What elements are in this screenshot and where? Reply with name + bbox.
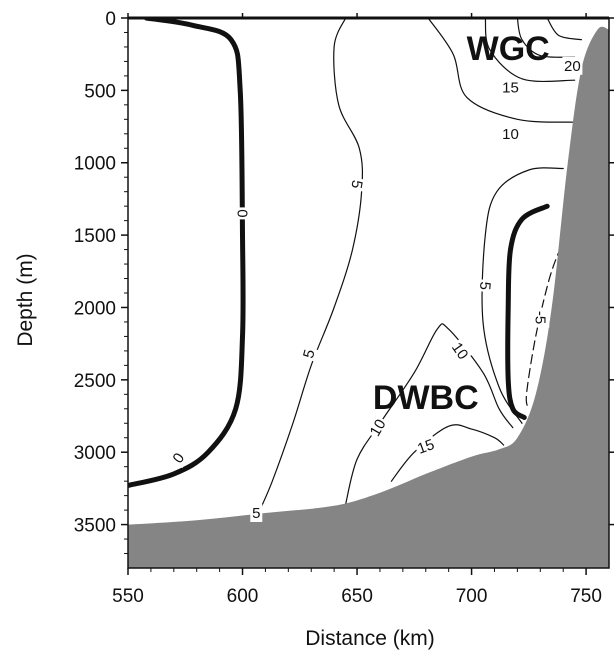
contour-label-text: 0 xyxy=(234,209,251,217)
contour-label-text: -5 xyxy=(531,311,548,324)
bathymetry-fill xyxy=(128,26,609,568)
y-tick-label: 1500 xyxy=(74,226,116,247)
contour-layer xyxy=(128,18,583,514)
y-tick-label: 2500 xyxy=(74,371,116,392)
contour-label: 10 xyxy=(446,337,474,365)
x-tick-label: 600 xyxy=(227,586,259,607)
contour-label: 15 xyxy=(500,78,521,97)
contour-label-text: 10 xyxy=(448,339,471,362)
x-tick-label: 700 xyxy=(456,586,488,607)
contour-label: 10 xyxy=(500,124,521,143)
contour-line-0 xyxy=(505,203,550,420)
contour-label-layer: 0 0 5 5 5 10 15 20 10 10 15 5 -5 xyxy=(167,56,583,522)
y-tick-label: 2000 xyxy=(74,298,116,319)
contour-line-5 xyxy=(481,167,564,424)
contour-label-text: 10 xyxy=(502,126,519,143)
annotation-wgc: WGC xyxy=(467,30,550,68)
contour-label: 5 xyxy=(475,279,495,293)
annotation-dwbc: DWBC xyxy=(373,379,479,417)
contour-label: 0 xyxy=(233,207,252,220)
x-axis-title: Distance (km) xyxy=(305,627,435,650)
contour-label-text: 15 xyxy=(502,80,519,97)
y-tick-label: 0 xyxy=(105,9,116,30)
contour-label-text: 5 xyxy=(476,281,494,291)
y-tick-label: 1000 xyxy=(74,154,116,175)
contour-label: 10 xyxy=(364,414,391,441)
x-tick-label: 550 xyxy=(112,586,144,607)
contour-label: 0 xyxy=(167,447,190,469)
contour-line-5 xyxy=(258,18,364,514)
bathymetry-layer xyxy=(128,26,609,568)
contour-line-20 xyxy=(516,18,576,58)
contour-line-15 xyxy=(390,424,505,482)
contour-line-25 xyxy=(546,18,583,41)
contour-line-10 xyxy=(427,18,576,123)
contour-line-minus5 xyxy=(525,246,562,410)
y-tick-label: 3000 xyxy=(74,443,116,464)
contour-line-10 xyxy=(345,323,514,505)
contour-line-0 xyxy=(128,18,246,488)
contour-label: 5 xyxy=(250,504,263,522)
contour-label: 15 xyxy=(413,434,439,459)
contour-label: 5 xyxy=(298,345,320,362)
y-tick-label: 3500 xyxy=(74,516,116,537)
contour-label-text: 10 xyxy=(367,416,390,439)
y-tick-label: 500 xyxy=(84,81,116,102)
x-tick-label: 650 xyxy=(341,586,373,607)
contour-label: 20 xyxy=(562,56,583,75)
y-axis-title: Depth (m) xyxy=(14,253,37,346)
annotation-layer: WGC DWBC xyxy=(373,30,550,417)
axes-layer: 550 600 650 700 7500500100015002000250030003… xyxy=(74,9,614,607)
contour-line-15 xyxy=(484,18,576,83)
contour-label-text: 15 xyxy=(415,436,436,458)
contour-label: -5 xyxy=(531,307,550,328)
contour-label-text: 5 xyxy=(347,179,365,190)
x-tick-label: 750 xyxy=(570,586,602,607)
contour-label-text: 5 xyxy=(252,505,260,522)
contour-label: 5 xyxy=(347,176,367,192)
contour-label-text: 20 xyxy=(564,58,581,75)
